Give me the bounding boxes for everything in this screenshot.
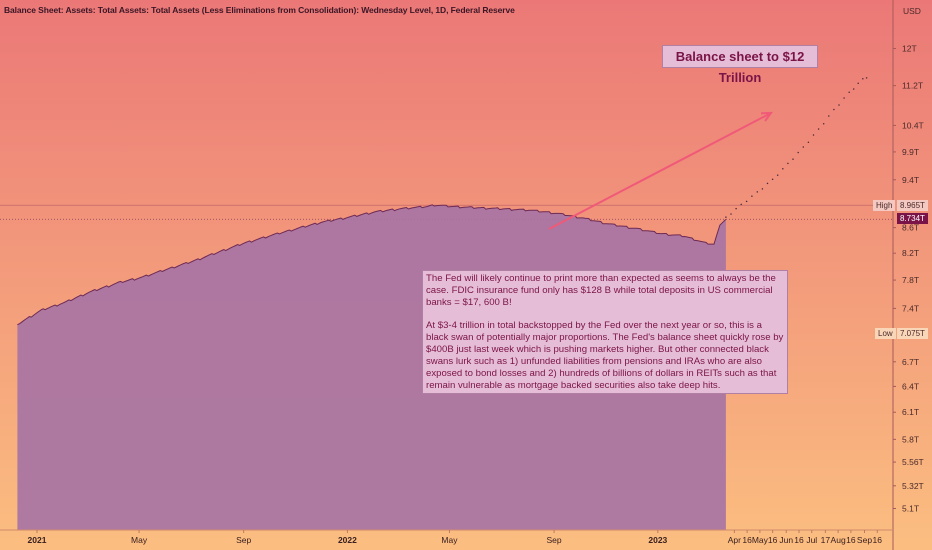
- x-tick-label: 2023: [648, 535, 667, 545]
- x-tick-label: Jun: [779, 535, 793, 545]
- x-tick-label: Apr: [728, 535, 741, 545]
- x-tick-label: 16: [794, 535, 804, 545]
- chart-header-title: Balance Sheet: Assets: Total Assets: Tot…: [4, 5, 515, 15]
- forecast-point: [787, 162, 789, 165]
- title-note[interactable]: Balance sheet to $12 Trillion: [662, 45, 818, 85]
- forecast-point: [865, 77, 868, 79]
- forecast-point: [817, 128, 820, 130]
- forecast-point: [751, 195, 753, 197]
- x-tick-label: 2022: [338, 535, 357, 545]
- forecast-point: [792, 158, 794, 160]
- trend-arrow-line: [548, 112, 772, 230]
- x-tick-label: Aug: [831, 535, 846, 545]
- low-label-tag: Low: [875, 328, 896, 339]
- note-paragraph-2: At $3-4 trillion in total backstopped by…: [426, 320, 784, 391]
- x-tick-label: May: [752, 535, 769, 545]
- forecast-point: [822, 122, 825, 125]
- x-tick-label: Jul: [806, 535, 817, 545]
- low-value-tag: 7.075T: [897, 328, 928, 339]
- y-tick-label: 6.7T: [902, 357, 919, 367]
- x-tick-label: 16: [742, 535, 752, 545]
- forecast-point: [761, 188, 764, 190]
- forecast-point: [740, 203, 742, 206]
- forecast-point: [807, 141, 810, 143]
- y-tick-label: 9.4T: [902, 175, 919, 185]
- forecast-point: [833, 108, 835, 111]
- x-tick-label: May: [131, 535, 148, 545]
- forecast-point: [843, 97, 845, 99]
- current-value-tag: 8.734T: [897, 213, 928, 224]
- x-tick-label: Sep: [857, 535, 872, 545]
- forecast-point: [802, 146, 805, 148]
- y-tick-label: 5.32T: [902, 481, 924, 491]
- y-tick-label: 6.1T: [902, 407, 919, 417]
- forecast-point: [862, 78, 864, 80]
- x-tick-label: 16: [873, 535, 883, 545]
- y-tick-label: 5.1T: [902, 504, 919, 514]
- y-tick-label: 7.8T: [902, 275, 919, 285]
- forecast-point: [838, 104, 840, 106]
- y-tick-label: 12T: [902, 44, 917, 54]
- forecast-point: [725, 216, 727, 218]
- y-axis-unit-label: USD: [903, 6, 921, 16]
- y-tick-label: 8.2T: [902, 248, 919, 258]
- text-note[interactable]: The Fed will likely continue to print mo…: [422, 270, 788, 394]
- x-tick-label: Sep: [236, 535, 251, 545]
- forecast-point: [771, 178, 774, 180]
- x-tick-label: 17: [821, 535, 831, 545]
- y-tick-label: 9.9T: [902, 147, 919, 157]
- y-tick-label: 5.56T: [902, 457, 924, 467]
- x-tick-label: May: [441, 535, 458, 545]
- forecast-point: [828, 115, 830, 117]
- y-tick-label: 5.8T: [902, 434, 919, 444]
- forecast-point: [852, 88, 855, 90]
- y-tick-label: 8.6T: [902, 223, 919, 233]
- y-tick-label: 10.4T: [902, 120, 924, 130]
- forecast-point: [782, 167, 784, 170]
- y-tick-label: 11.2T: [902, 81, 923, 91]
- forecast-point: [745, 200, 748, 203]
- forecast-point: [857, 82, 859, 85]
- x-tick-label: Sep: [547, 535, 562, 545]
- trend-arrow-head: [760, 111, 774, 122]
- high-label-tag: High: [873, 200, 896, 211]
- forecast-point: [756, 191, 759, 193]
- forecast-point: [735, 207, 737, 210]
- x-tick-label: 2021: [28, 535, 47, 545]
- y-tick-label: 6.4T: [902, 381, 919, 391]
- forecast-point: [812, 134, 815, 136]
- x-tick-label: 16: [846, 535, 856, 545]
- x-tick-label: 16: [768, 535, 778, 545]
- forecast-point: [766, 182, 769, 185]
- forecast-point: [730, 213, 732, 215]
- forecast-point: [848, 91, 850, 93]
- high-value-tag: 8.965T: [897, 200, 928, 211]
- note-paragraph-1: The Fed will likely continue to print mo…: [426, 273, 776, 308]
- series-line: [17, 204, 727, 326]
- forecast-point: [776, 174, 779, 176]
- forecast-point: [797, 151, 799, 154]
- y-tick-label: 7.4T: [902, 303, 919, 313]
